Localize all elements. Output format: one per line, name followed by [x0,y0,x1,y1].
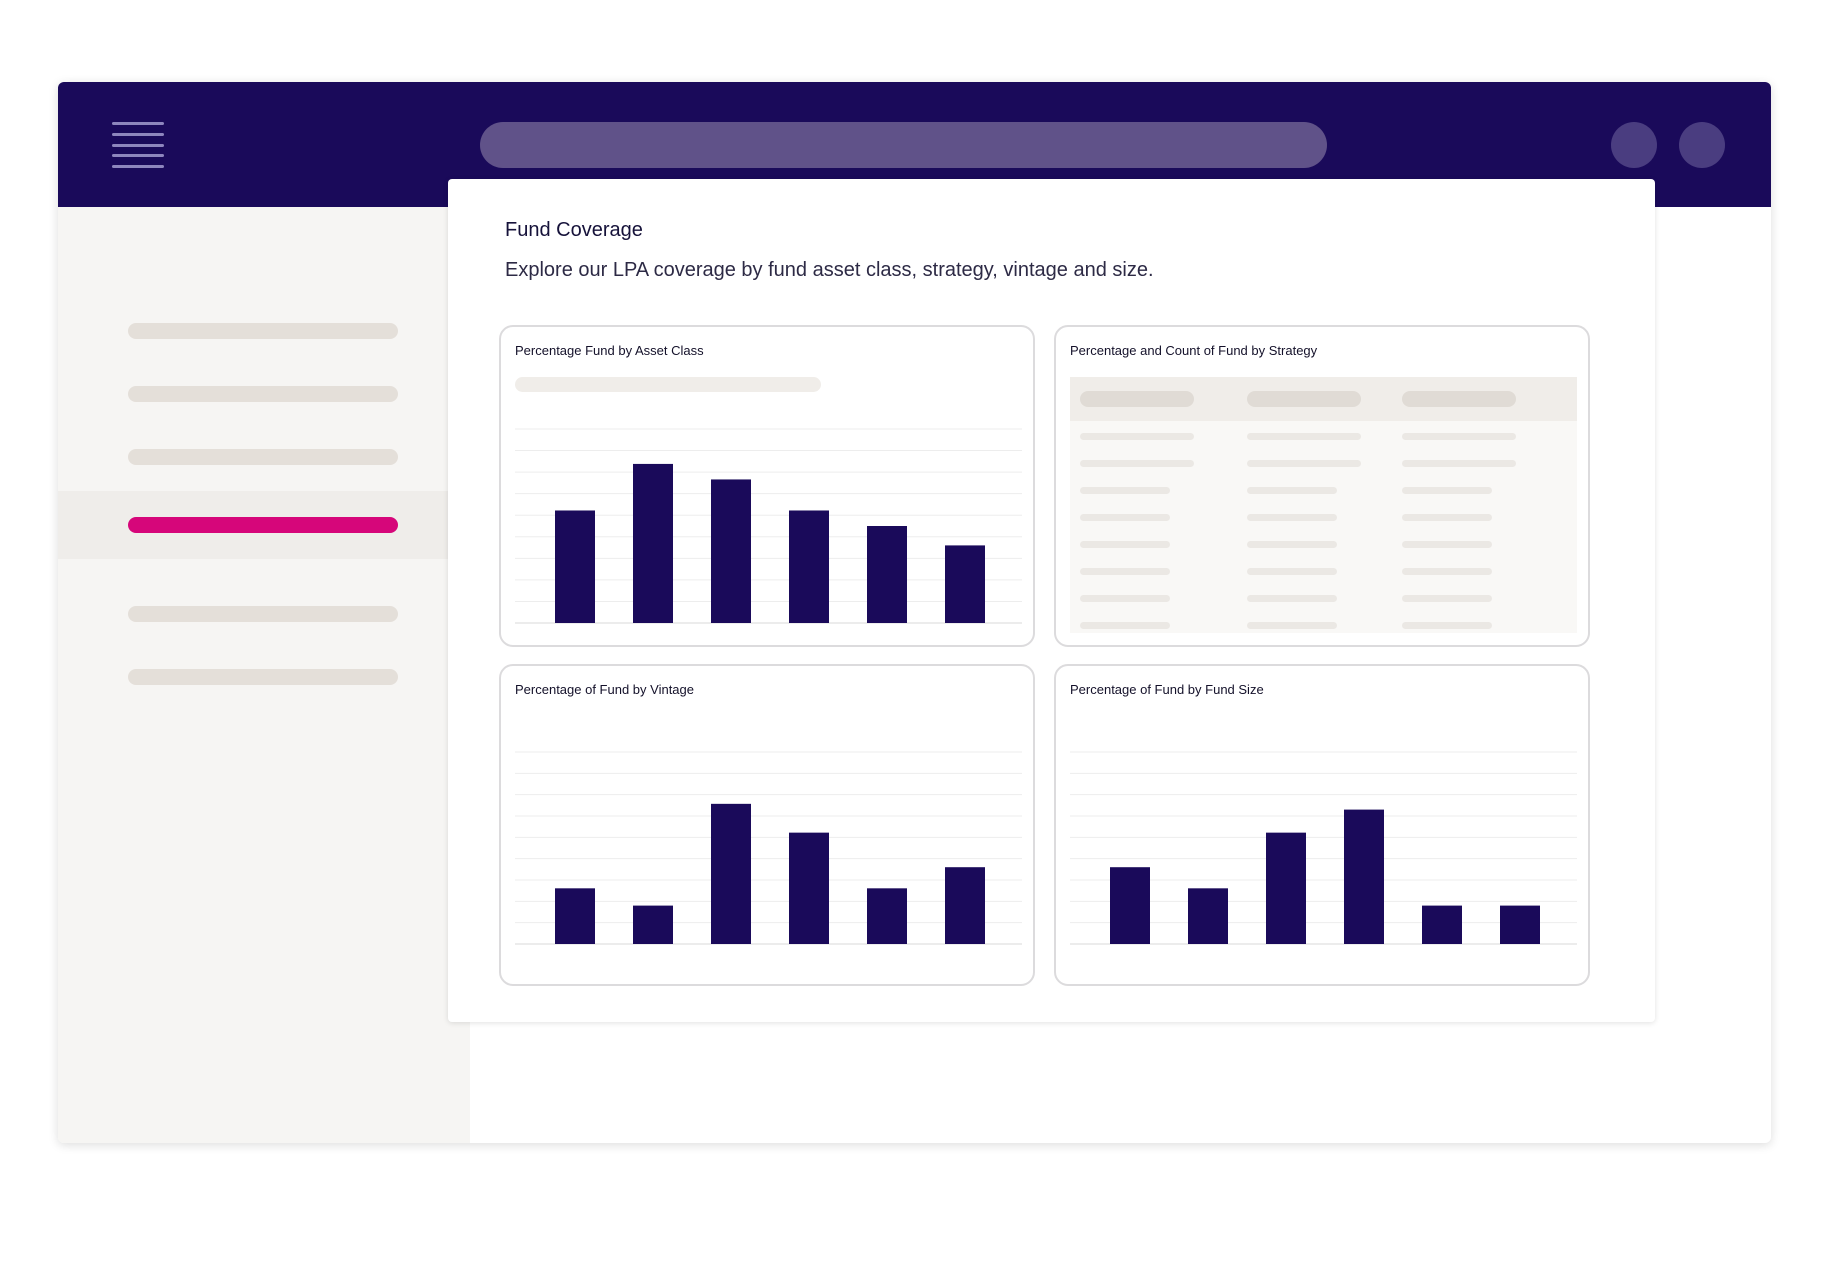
table-cell [1247,595,1337,602]
table-cell [1247,433,1361,440]
table-cell [1402,541,1492,548]
chart-title: Percentage of Fund by Fund Size [1070,682,1264,697]
chart-bar[interactable] [945,867,985,944]
chart-bar[interactable] [945,545,985,623]
chart-bar[interactable] [1188,888,1228,944]
table-cell [1247,541,1337,548]
table-cell [1402,487,1492,494]
hamburger-menu-icon[interactable] [112,122,164,168]
chart-bar[interactable] [633,905,673,944]
sidebar-item-6[interactable] [58,643,470,711]
chart-title: Percentage Fund by Asset Class [515,343,704,358]
table-cell [1080,622,1170,629]
chart-bar[interactable] [1422,905,1462,944]
table-cell [1402,622,1492,629]
table-cell [1080,460,1194,467]
sidebar-item-5[interactable] [58,580,470,648]
fund-size-bar-chart [1070,751,1577,945]
chart-bar[interactable] [555,888,595,944]
chart-bar[interactable] [789,510,829,623]
table-header-cell [1080,391,1194,407]
search-bar[interactable] [480,122,1327,168]
strategy-table-panel: Percentage and Count of Fund by Strategy [1054,325,1590,647]
chart-bar[interactable] [555,510,595,623]
chart-bar[interactable] [1500,905,1540,944]
table-cell [1080,541,1170,548]
fund-coverage-card: Fund Coverage Explore our LPA coverage b… [448,179,1655,1022]
chart-bar[interactable] [1344,809,1384,944]
chart-bar[interactable] [1110,867,1150,944]
table-cell [1247,487,1337,494]
table-cell [1247,568,1337,575]
sidebar-item-2[interactable] [58,360,470,428]
asset-class-bar-chart [515,428,1022,624]
table-cell [1402,433,1516,440]
chart-bar[interactable] [711,803,751,944]
chart-bar[interactable] [867,888,907,944]
table-cell [1080,514,1170,521]
strategy-table [1070,377,1577,633]
asset-class-chart-panel: Percentage Fund by Asset Class [499,325,1035,647]
chart-title: Percentage of Fund by Vintage [515,682,694,697]
chart-legend-placeholder [515,377,821,392]
table-cell [1247,622,1337,629]
table-cell [1080,595,1170,602]
sidebar-item-active[interactable] [58,491,470,559]
vintage-bar-chart [515,751,1022,945]
chart-bar[interactable] [1266,832,1306,944]
table-cell [1080,433,1194,440]
chart-bar[interactable] [867,526,907,623]
table-cell [1402,568,1492,575]
sidebar [58,207,470,1143]
sidebar-item-1[interactable] [58,297,470,365]
chart-bar[interactable] [633,463,673,623]
page-subtitle: Explore our LPA coverage by fund asset c… [505,259,1154,281]
vintage-chart-panel: Percentage of Fund by Vintage [499,664,1035,986]
table-header [1070,377,1577,421]
table-header-cell [1402,391,1516,407]
fund-size-chart-panel: Percentage of Fund by Fund Size [1054,664,1590,986]
table-cell [1402,460,1516,467]
table-cell [1080,568,1170,575]
table-cell [1080,487,1170,494]
table-cell [1247,460,1361,467]
chart-title: Percentage and Count of Fund by Strategy [1070,343,1318,358]
account-button[interactable] [1679,122,1725,168]
profile-button[interactable] [1611,122,1657,168]
page-title: Fund Coverage [505,219,643,241]
table-header-cell [1247,391,1361,407]
table-cell [1247,514,1337,521]
table-cell [1402,595,1492,602]
chart-bar[interactable] [789,832,829,944]
table-cell [1402,514,1492,521]
chart-bar[interactable] [711,479,751,623]
sidebar-item-3[interactable] [58,423,470,491]
